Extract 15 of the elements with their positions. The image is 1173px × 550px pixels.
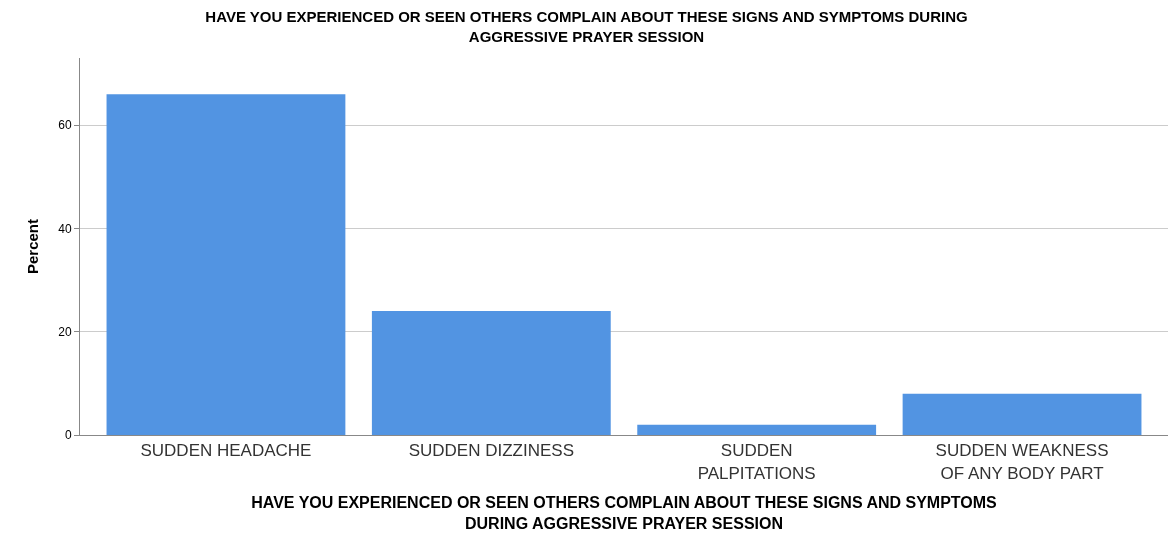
- chart-title: HAVE YOU EXPERIENCED OR SEEN OTHERS COMPLAIN ABOUT THESE SIGNS AND SYMPTOMS DURING AGGRESSIVE PRAYER SESSION: [205, 8, 968, 45]
- x-axis-title: HAVE YOU EXPERIENCED OR SEEN OTHERS COMPLAIN ABOUT THESE SIGNS AND SYMPTOMS DURING AGGRESSIVE PRAYER SESSION: [251, 494, 998, 532]
- bar: [902, 393, 1142, 435]
- x-tick-label: SUDDEN HEADACHE: [140, 441, 312, 461]
- bar: [106, 94, 346, 435]
- y-tick-label: 0: [64, 428, 72, 443]
- y-tick-label: 20: [58, 324, 72, 339]
- x-tick-label: SUDDEN WEAKNESS OF ANY BODY PART: [935, 441, 1109, 483]
- bar: [371, 311, 611, 435]
- y-axis-title: Percent: [24, 218, 42, 275]
- y-tick-label: 60: [58, 118, 72, 133]
- bar: [637, 424, 877, 435]
- y-tick-label: 40: [58, 221, 72, 236]
- x-tick-label: SUDDEN PALPITATIONS: [697, 441, 816, 483]
- x-tick-label: SUDDEN DIZZINESS: [408, 441, 574, 461]
